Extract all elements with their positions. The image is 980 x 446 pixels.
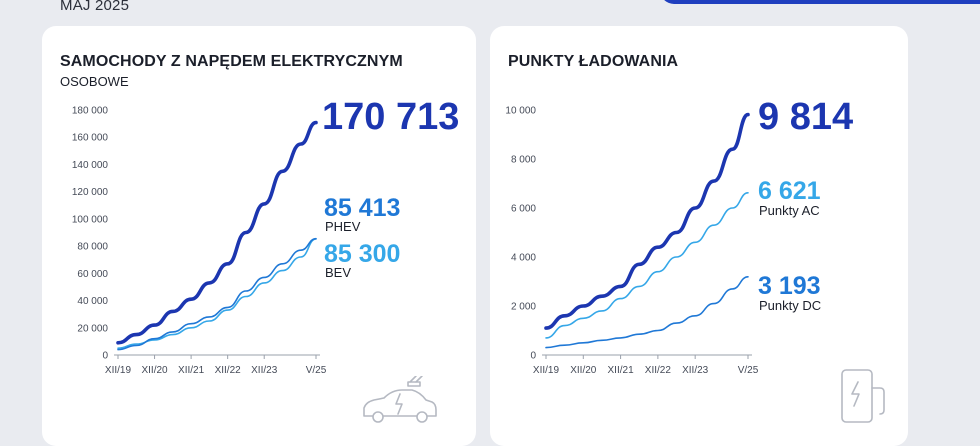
dc-label: Punkty DC <box>759 298 822 313</box>
cp-series-dc-line <box>545 276 749 349</box>
ev-xtick-label: V/25 <box>306 365 327 376</box>
cp-ytick-label: 10 000 <box>505 106 536 117</box>
phev-value: 85 413 <box>324 194 401 222</box>
ev-ytick-label: 140 000 <box>72 160 109 171</box>
cp-series-charging-total-line <box>544 112 750 330</box>
charging-total-value: 9 814 <box>758 96 854 138</box>
cp-ytick-label: 6 000 <box>511 204 536 215</box>
ev-cars-card: SAMOCHODY Z NAPĘDEM ELEKTRYCZNYM OSOBOWE… <box>42 26 476 446</box>
ev-ytick-label: 180 000 <box>72 106 109 117</box>
ev-xtick-label: XII/23 <box>251 365 278 376</box>
ev-cars-title: SAMOCHODY Z NAPĘDEM ELEKTRYCZNYM <box>60 53 403 70</box>
electric-car-icon <box>363 376 437 423</box>
ev-xtick-label: XII/20 <box>141 365 168 376</box>
header-accent-bar <box>660 0 980 4</box>
ev-ytick-label: 120 000 <box>72 187 109 198</box>
charging-points-card: PUNKTY ŁADOWANIA 0 2 000 4 000 6 000 8 000 10… <box>490 26 908 446</box>
cp-ytick-label: 8 000 <box>511 155 536 166</box>
ev-ytick-label: 80 000 <box>77 242 108 253</box>
ev-series-phev-line <box>117 238 317 349</box>
ev-ytick-label: 0 <box>102 351 108 362</box>
bev-label: BEV <box>325 265 352 280</box>
phev-label: PHEV <box>325 219 361 234</box>
ac-label: Punkty AC <box>759 203 820 218</box>
ev-ytick-label: 160 000 <box>72 133 109 144</box>
ev-ytick-label: 100 000 <box>72 214 109 225</box>
ev-total-value: 170 713 <box>322 96 460 138</box>
ev-series-bev-line <box>117 237 317 351</box>
charging-points-title: PUNKTY ŁADOWANIA <box>508 53 679 70</box>
cp-series-ac-line <box>545 192 749 339</box>
cp-xtick-label: XII/19 <box>533 365 560 376</box>
ev-cars-line-chart: 0 20 000 40 000 60 000 80 000 100 000 120 000 1… <box>72 106 327 377</box>
ev-ytick-label: 20 000 <box>77 323 108 334</box>
dc-value: 3 193 <box>758 272 821 300</box>
charging-station-icon <box>841 369 885 423</box>
report-date: MAJ 2025 <box>60 0 130 14</box>
ev-ytick-label: 60 000 <box>77 269 108 280</box>
ev-xtick-label: XII/21 <box>178 365 205 376</box>
cp-xtick-label: XII/23 <box>682 365 709 376</box>
ac-value: 6 621 <box>758 177 821 205</box>
cp-xtick-label: XII/20 <box>570 365 597 376</box>
ev-cars-subtitle: OSOBOWE <box>60 74 129 89</box>
charging-points-line-chart: 0 2 000 4 000 6 000 8 000 10 000 XII/19 XII/20 X… <box>505 106 759 377</box>
cp-xtick-label: XII/22 <box>645 365 672 376</box>
cp-ytick-label: 2 000 <box>511 302 536 313</box>
bev-value: 85 300 <box>324 240 401 268</box>
ev-series-ev-total-line <box>116 120 318 345</box>
ev-xtick-label: XII/22 <box>215 365 242 376</box>
cp-ytick-label: 4 000 <box>511 253 536 264</box>
ev-ytick-label: 40 000 <box>77 296 108 307</box>
cp-ytick-label: 0 <box>530 351 536 362</box>
cp-xtick-label: V/25 <box>738 365 759 376</box>
cp-xtick-label: XII/21 <box>608 365 635 376</box>
ev-xtick-label: XII/19 <box>105 365 132 376</box>
